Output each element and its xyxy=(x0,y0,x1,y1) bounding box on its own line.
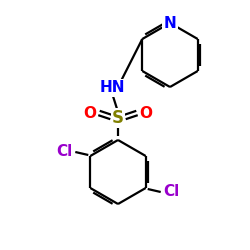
Text: HN: HN xyxy=(99,80,125,96)
Text: O: O xyxy=(140,106,152,122)
Text: N: N xyxy=(164,16,176,30)
Text: Cl: Cl xyxy=(56,144,72,160)
Text: O: O xyxy=(84,106,96,122)
Text: S: S xyxy=(112,109,124,127)
Text: Cl: Cl xyxy=(164,184,180,200)
